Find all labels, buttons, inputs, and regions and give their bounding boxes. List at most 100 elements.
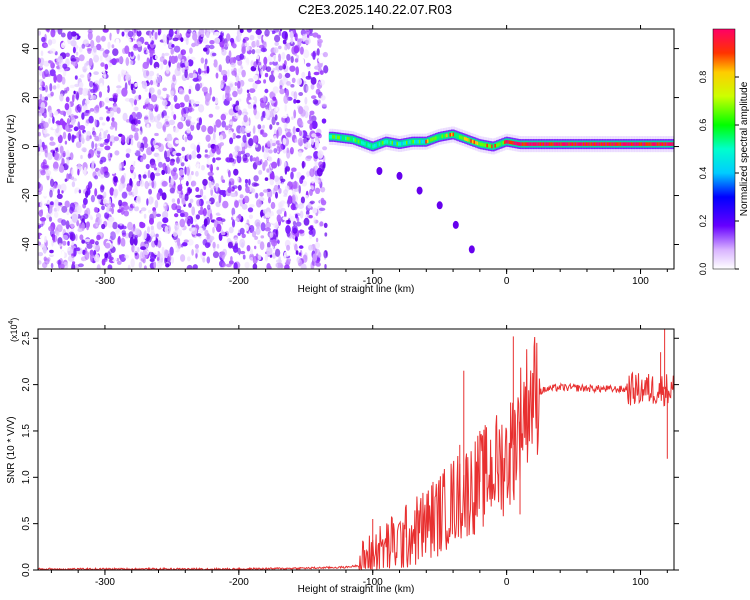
y-tick-label: 20 [21,92,32,104]
y-tick-label: 2.5 [21,331,32,345]
noise-cell [78,54,85,62]
noise-cell [77,168,80,176]
noise-cell [209,86,212,96]
noise-cell [39,146,44,153]
noise-cell [136,141,142,149]
noise-cell [298,185,302,194]
noise-cell [256,57,259,65]
noise-cell [138,261,143,269]
noise-cell [293,99,297,104]
noise-cell [57,55,63,63]
noise-cell [130,82,134,91]
noise-cell [163,115,170,119]
noise-cell [81,43,86,49]
noise-cell [216,243,220,249]
noise-cell [80,154,83,160]
noise-cell [144,116,149,120]
noise-cell [127,264,131,269]
noise-cell [147,44,151,50]
noise-cell [185,154,190,160]
band-cell [414,139,417,144]
noise-cell [250,60,254,68]
band-cell [396,141,399,146]
noise-cell [280,264,284,269]
noise-cell [294,58,299,63]
noise-cell [177,121,184,130]
band-cell [417,139,420,144]
noise-cell [212,251,220,259]
noise-cell [83,213,89,220]
noise-cell [49,249,54,254]
noise-cell [255,29,262,35]
noise-cell [211,106,216,115]
noise-cell [317,133,322,139]
noise-cell [220,69,228,76]
noise-cell [188,154,192,161]
noise-cell [99,100,102,109]
band-cell [362,141,365,145]
noise-cell [156,121,163,129]
noise-cell [291,194,296,204]
noise-cell [75,141,82,149]
noise-cell [121,31,125,37]
band-cell [499,142,502,146]
noise-cell [184,193,189,202]
noise-cell [198,227,204,233]
band-cell [610,142,613,146]
noise-cell [172,37,179,42]
noise-cell [137,246,140,253]
noise-cell [154,76,159,87]
noise-cell [148,87,155,94]
noise-cell [248,214,253,220]
noise-cell [314,242,321,249]
noise-cell [266,168,270,173]
noise-cell [249,155,254,162]
noise-cell [272,252,276,259]
noise-cell [49,141,56,146]
band-cell [643,142,647,146]
band-cell [666,142,669,146]
noise-cell [297,137,304,147]
noise-cell [88,115,94,124]
noise-cell [104,242,111,249]
noise-cell [133,99,137,106]
noise-cell [159,56,165,63]
band-cell [433,136,436,141]
band-cell [549,142,552,146]
y-tick-label: 2.0 [21,377,32,391]
noise-cell [225,55,230,64]
noise-cell [71,263,76,269]
noise-cell [182,199,186,204]
noise-cell [268,149,273,154]
noise-cell [121,87,128,97]
noise-cell [49,69,56,77]
noise-cell [53,168,59,172]
noise-cell [129,174,135,180]
snr-multiplier: (x104) [8,318,19,342]
noise-cell [93,54,100,63]
noise-cell [57,202,63,206]
noise-cell [150,225,154,231]
noise-cell [198,239,202,249]
noise-cell [73,90,76,95]
noise-cell [49,48,57,54]
noise-cell [65,149,70,158]
band-cell [584,142,587,146]
noise-cell [249,34,255,41]
noise-cell [285,131,292,138]
noise-cell [161,99,168,107]
noise-cell [282,160,287,169]
noise-cell [196,122,201,131]
noise-cell [283,203,289,209]
noise-cell [220,113,226,121]
noise-cell [242,153,248,162]
noise-cell [72,94,75,103]
band-cell [555,142,558,146]
noise-cell [194,244,199,249]
noise-cell [289,124,294,129]
band-cell [613,142,616,146]
noise-cell [203,47,208,52]
noise-cell [96,264,101,269]
band-cell [632,142,635,146]
noise-cell [269,30,273,38]
